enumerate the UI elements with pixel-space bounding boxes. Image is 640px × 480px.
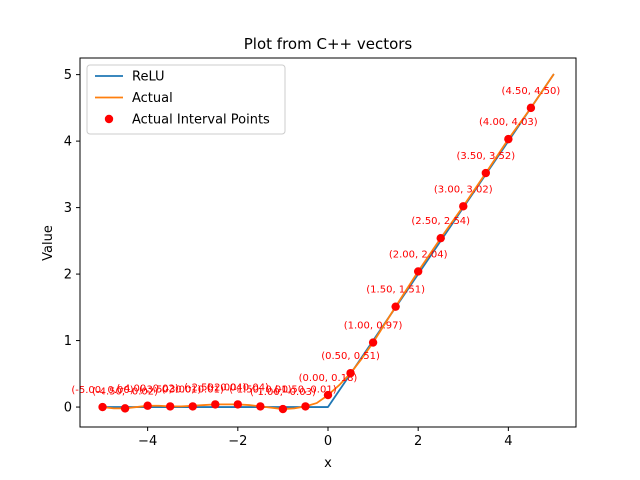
y-tick-label: 2 <box>64 268 72 283</box>
data-point-label: (3.50, 3.52) <box>456 151 515 162</box>
data-point-label: (-1.50, 0.01) <box>229 384 291 395</box>
data-point <box>391 302 400 311</box>
y-tick-label: 4 <box>64 135 72 150</box>
data-point <box>98 402 107 412</box>
data-point-label: (-4.50, -0.02) <box>92 386 158 397</box>
legend-swatch-marker <box>104 114 114 124</box>
data-point-label: (1.50, 1.51) <box>366 285 425 296</box>
data-point-label: (-2.50, 0.04) <box>184 382 246 393</box>
axes-layer: −4 −2 0 2 4 0 1 2 3 4 5 <box>64 57 577 449</box>
y-tick-label: 5 <box>64 68 72 83</box>
data-point-label: (-4.00, 0.02) <box>116 384 178 395</box>
data-point <box>323 390 333 400</box>
data-point-label: (3.00, 3.02) <box>434 184 493 195</box>
x-tick-label: 0 <box>324 434 332 449</box>
data-point <box>211 400 220 409</box>
data-point <box>481 168 491 178</box>
y-tick-label: 1 <box>64 334 72 349</box>
x-axis-label: x <box>324 456 332 471</box>
data-point-label: (-2.00, 0.04) <box>207 382 269 393</box>
y-tick-label: 0 <box>64 401 72 416</box>
legend: ReLU Actual Actual Interval Points <box>86 64 286 135</box>
data-point-label: (-0.50, 0.01) <box>274 384 336 395</box>
data-point <box>459 202 468 211</box>
data-point-label: (1.00, 0.97) <box>344 321 403 332</box>
x-tick-label: 2 <box>414 434 422 449</box>
x-tick-label: −4 <box>138 434 157 449</box>
data-point <box>504 134 513 144</box>
y-axis-label: Value <box>41 225 56 261</box>
data-point-label: (0.00, 0.18) <box>299 373 358 384</box>
data-point-label: (-3.50, 0.01) <box>139 384 201 395</box>
data-point <box>301 402 310 411</box>
data-point <box>256 402 265 411</box>
series-line-actual <box>101 73 555 410</box>
data-point-label: (0.50, 0.51) <box>321 351 380 362</box>
legend-entry-label: ReLU <box>132 70 165 85</box>
data-point-label: (-5.00, 0.00) <box>71 385 133 396</box>
data-point-label: (4.00, 4.03) <box>479 117 538 128</box>
data-point-label: (4.50, 4.50) <box>502 86 561 97</box>
data-point <box>368 338 378 347</box>
data-point-label: (2.50, 2.54) <box>411 216 470 227</box>
data-point <box>413 267 423 276</box>
legend-entry-label: Actual <box>132 91 173 106</box>
data-point <box>165 402 175 411</box>
legend-entry-label: Actual Interval Points <box>132 113 270 128</box>
data-point <box>120 404 130 413</box>
data-point-label: (-1.00, -0.03) <box>250 387 316 398</box>
x-tick-label: −2 <box>228 434 247 449</box>
y-tick-label: 3 <box>64 201 72 216</box>
legend-box <box>86 64 286 135</box>
plot-layer: (-5.00, 0.00)(-4.50, -0.02)(-4.00, 0.02)… <box>71 73 561 414</box>
data-point <box>436 233 445 243</box>
data-point <box>278 404 288 414</box>
chart-title: Plot from C++ vectors <box>244 35 413 53</box>
data-point <box>233 400 243 409</box>
data-point-label: (-3.00, 0.01) <box>162 384 224 395</box>
data-point <box>346 368 355 378</box>
data-point <box>188 402 197 411</box>
data-point-label: (2.00, 2.04) <box>389 249 448 260</box>
x-tick-label: 4 <box>504 434 512 449</box>
data-point <box>143 401 152 410</box>
data-point <box>526 103 536 113</box>
